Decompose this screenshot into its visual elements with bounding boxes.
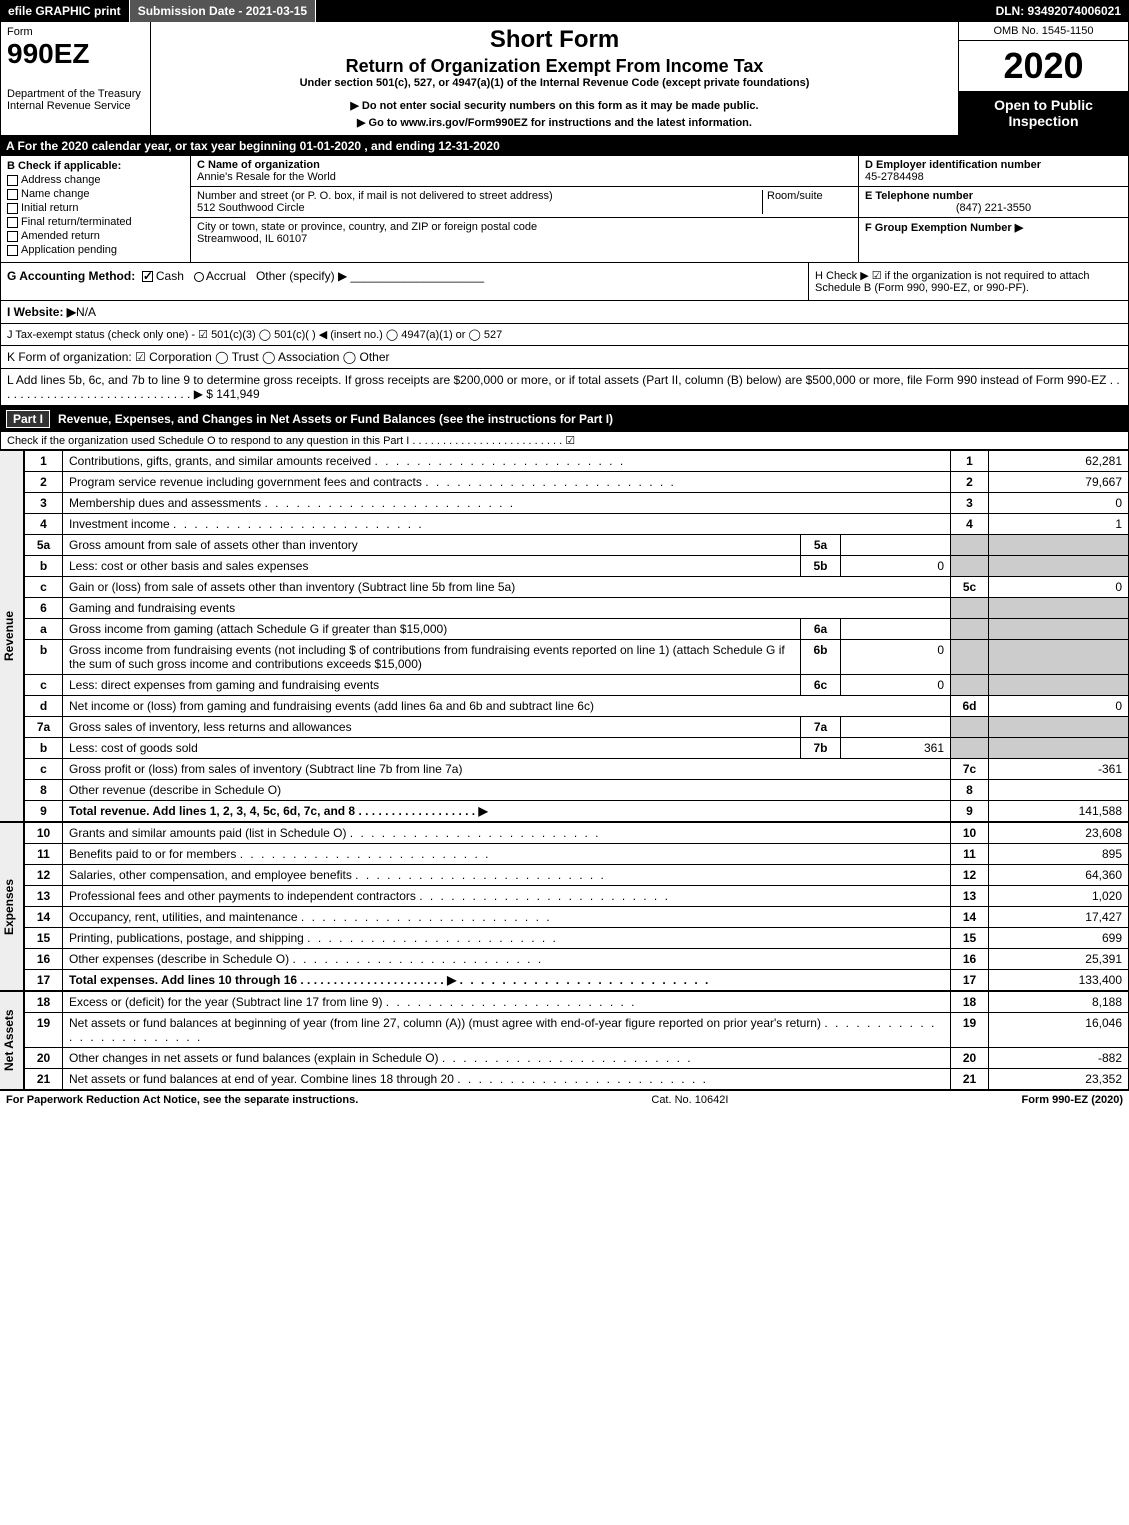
phone-value: (847) 221-3550 <box>865 202 1122 214</box>
part-i-header: Part I Revenue, Expenses, and Changes in… <box>0 406 1129 432</box>
box-c: C Name of organization Annie's Resale fo… <box>191 156 858 262</box>
chk-name-change[interactable]: Name change <box>7 188 184 200</box>
org-city: Streamwood, IL 60107 <box>197 233 852 245</box>
box-b: B Check if applicable: Address change Na… <box>1 156 191 262</box>
header-left: Form 990EZ Department of the Treasury In… <box>1 22 151 135</box>
group-exemption-label: F Group Exemption Number ▶ <box>865 221 1122 234</box>
open-to-public: Open to Public Inspection <box>959 91 1128 135</box>
expenses-table: 10Grants and similar amounts paid (list … <box>24 822 1129 991</box>
accounting-method: G Accounting Method: Cash Accrual Other … <box>1 263 808 300</box>
dept: Department of the Treasury Internal Reve… <box>7 88 144 112</box>
line-2: 2Program service revenue including gover… <box>25 472 1129 493</box>
line-17: 17Total expenses. Add lines 10 through 1… <box>25 970 1129 991</box>
chk-initial-return[interactable]: Initial return <box>7 202 184 214</box>
section-bf: B Check if applicable: Address change Na… <box>0 156 1129 263</box>
line-5c: c Gain or (loss) from sale of assets oth… <box>25 577 1129 598</box>
line-11: 11Benefits paid to or for members 11895 <box>25 844 1129 865</box>
line-15: 15Printing, publications, postage, and s… <box>25 928 1129 949</box>
line-7a: 7a Gross sales of inventory, less return… <box>25 717 1129 738</box>
line-18: 18Excess or (deficit) for the year (Subt… <box>25 992 1129 1013</box>
short-form-title: Short Form <box>159 26 950 54</box>
line-12: 12Salaries, other compensation, and empl… <box>25 865 1129 886</box>
line-7b: b Less: cost of goods sold 7b 361 <box>25 738 1129 759</box>
line-21: 21Net assets or fund balances at end of … <box>25 1069 1129 1090</box>
line-3: 3Membership dues and assessments 30 <box>25 493 1129 514</box>
line-14: 14Occupancy, rent, utilities, and mainte… <box>25 907 1129 928</box>
line-5b: b Less: cost or other basis and sales ex… <box>25 556 1129 577</box>
chk-application-pending[interactable]: Application pending <box>7 244 184 256</box>
c-name-label: C Name of organization <box>197 159 852 171</box>
chk-final-return[interactable]: Final return/terminated <box>7 216 184 228</box>
chk-amended-return[interactable]: Amended return <box>7 230 184 242</box>
chk-accrual[interactable] <box>194 272 204 282</box>
revenue-section: Revenue 1Contributions, gifts, grants, a… <box>0 450 1129 822</box>
ein-value: 45-2784498 <box>865 171 1122 183</box>
netassets-section: Net Assets 18Excess or (deficit) for the… <box>0 991 1129 1090</box>
part-i-title: Revenue, Expenses, and Changes in Net As… <box>58 412 613 426</box>
row-l: L Add lines 5b, 6c, and 7b to line 9 to … <box>0 369 1129 406</box>
chk-address-change[interactable]: Address change <box>7 174 184 186</box>
row-i: I Website: ▶N/A <box>0 301 1129 324</box>
room-suite-label: Room/suite <box>762 190 852 214</box>
line-9: 9 Total revenue. Add lines 1, 2, 3, 4, 5… <box>25 801 1129 822</box>
line-6: 6 Gaming and fundraising events <box>25 598 1129 619</box>
row-j: J Tax-exempt status (check only one) - ☑… <box>0 324 1129 346</box>
line-6d: d Net income or (loss) from gaming and f… <box>25 696 1129 717</box>
dln: DLN: 93492074006021 <box>988 0 1129 22</box>
header-mid: Short Form Return of Organization Exempt… <box>151 22 958 135</box>
form-word: Form <box>7 26 144 38</box>
header-right: OMB No. 1545-1150 2020 Open to Public In… <box>958 22 1128 135</box>
page-footer: For Paperwork Reduction Act Notice, see … <box>0 1090 1129 1109</box>
return-title: Return of Organization Exempt From Incom… <box>159 56 950 77</box>
line-7c: c Gross profit or (loss) from sales of i… <box>25 759 1129 780</box>
line-19: 19Net assets or fund balances at beginni… <box>25 1013 1129 1048</box>
expenses-section: Expenses 10Grants and similar amounts pa… <box>0 822 1129 991</box>
website-value: N/A <box>76 305 96 319</box>
tax-year: 2020 <box>959 41 1128 91</box>
line-20: 20Other changes in net assets or fund ba… <box>25 1048 1129 1069</box>
line-6b: b Gross income from fundraising events (… <box>25 640 1129 675</box>
submission-date: Submission Date - 2021-03-15 <box>130 0 316 22</box>
form-number: 990EZ <box>7 38 144 70</box>
omb-number: OMB No. 1545-1150 <box>959 22 1128 41</box>
revenue-side-label: Revenue <box>0 450 24 822</box>
netassets-side-label: Net Assets <box>0 991 24 1090</box>
line-6c: c Less: direct expenses from gaming and … <box>25 675 1129 696</box>
ein-label: D Employer identification number <box>865 159 1122 171</box>
line-8: 8 Other revenue (describe in Schedule O)… <box>25 780 1129 801</box>
line-a: A For the 2020 calendar year, or tax yea… <box>0 136 1129 156</box>
box-d-e-f: D Employer identification number 45-2784… <box>858 156 1128 262</box>
expenses-side-label: Expenses <box>0 822 24 991</box>
chk-cash[interactable] <box>142 271 153 282</box>
phone-label: E Telephone number <box>865 190 1122 202</box>
line-5a: 5a Gross amount from sale of assets othe… <box>25 535 1129 556</box>
footer-left: For Paperwork Reduction Act Notice, see … <box>6 1094 358 1106</box>
instructions-link[interactable]: ▶ Go to www.irs.gov/Form990EZ for instru… <box>159 116 950 129</box>
line-6a: a Gross income from gaming (attach Sched… <box>25 619 1129 640</box>
row-g-h: G Accounting Method: Cash Accrual Other … <box>0 263 1129 301</box>
box-b-title: B Check if applicable: <box>7 160 121 172</box>
line-4: 4Investment income 41 <box>25 514 1129 535</box>
topbar: efile GRAPHIC print Submission Date - 20… <box>0 0 1129 22</box>
footer-cat-no: Cat. No. 10642I <box>651 1094 728 1106</box>
subtitle: Under section 501(c), 527, or 4947(a)(1)… <box>159 77 950 89</box>
ssn-warning: ▶ Do not enter social security numbers o… <box>159 99 950 112</box>
c-city-label: City or town, state or province, country… <box>197 221 852 233</box>
line-13: 13Professional fees and other payments t… <box>25 886 1129 907</box>
part-i-check-note: Check if the organization used Schedule … <box>0 432 1129 450</box>
part-i-tag: Part I <box>6 410 50 428</box>
org-name: Annie's Resale for the World <box>197 171 852 183</box>
line-1: 1Contributions, gifts, grants, and simil… <box>25 451 1129 472</box>
efile-label: efile GRAPHIC print <box>0 0 130 22</box>
row-h: H Check ▶ ☑ if the organization is not r… <box>808 263 1128 300</box>
line-10: 10Grants and similar amounts paid (list … <box>25 823 1129 844</box>
row-k: K Form of organization: ☑ Corporation ◯ … <box>0 346 1129 369</box>
c-street-label: Number and street (or P. O. box, if mail… <box>197 190 762 202</box>
netassets-table: 18Excess or (deficit) for the year (Subt… <box>24 991 1129 1090</box>
footer-form-ref: Form 990-EZ (2020) <box>1022 1094 1123 1106</box>
revenue-table: 1Contributions, gifts, grants, and simil… <box>24 450 1129 822</box>
form-header: Form 990EZ Department of the Treasury In… <box>0 22 1129 136</box>
line-16: 16Other expenses (describe in Schedule O… <box>25 949 1129 970</box>
org-street: 512 Southwood Circle <box>197 202 762 214</box>
